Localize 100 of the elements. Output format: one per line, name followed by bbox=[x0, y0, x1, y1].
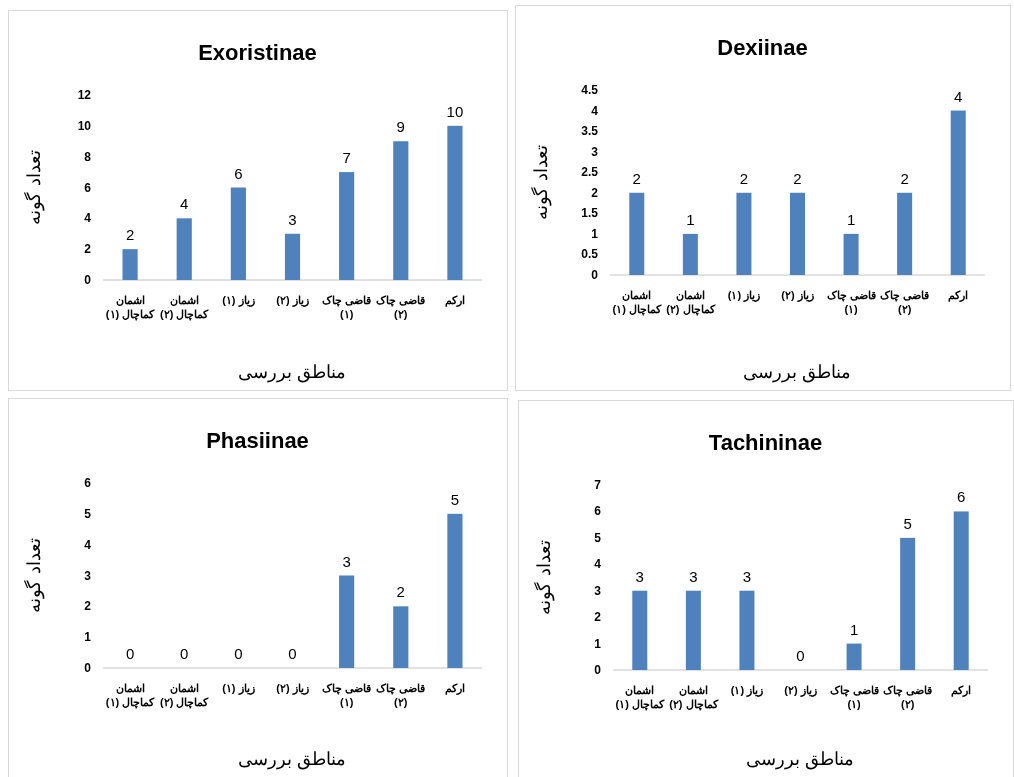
x-tick-label: اشمان کماچال (۱) bbox=[105, 682, 156, 709]
data-label: 1 bbox=[846, 210, 856, 228]
x-axis-title: مناطق بررسی bbox=[746, 749, 855, 770]
chart-title: Phasiinae bbox=[206, 428, 309, 453]
x-tick-label: زیاز (۱) bbox=[727, 289, 761, 302]
bar bbox=[682, 233, 698, 275]
x-axis-title: مناطق بررسی bbox=[238, 749, 347, 770]
data-label: 3 bbox=[689, 567, 698, 585]
bar bbox=[846, 643, 862, 670]
data-label: 2 bbox=[900, 169, 909, 187]
y-tick-label: 2 bbox=[591, 185, 599, 200]
bar bbox=[284, 233, 301, 280]
bar bbox=[685, 590, 701, 670]
y-axis-title: تعداد گونه bbox=[530, 145, 552, 220]
x-tick-label: زیاز (۲) bbox=[276, 294, 309, 307]
y-tick-label: 8 bbox=[84, 149, 92, 164]
data-label: 0 bbox=[180, 645, 189, 662]
y-tick-label: 6 bbox=[84, 476, 92, 490]
data-label: 0 bbox=[234, 645, 243, 662]
data-label: 2 bbox=[632, 169, 641, 187]
x-tick-label: ارکم bbox=[951, 684, 972, 697]
data-label: 6 bbox=[957, 488, 966, 506]
data-label: 7 bbox=[342, 149, 351, 167]
x-tick-label: قاضی چاک (۱) bbox=[826, 289, 876, 315]
y-tick-label: 4 bbox=[84, 211, 92, 226]
x-tick-label: اشمان کماچال (۱) bbox=[612, 289, 662, 316]
x-tick-label: ارکم bbox=[948, 289, 969, 302]
y-axis-title: تعداد گونه bbox=[533, 540, 555, 615]
y-tick-label: 4 bbox=[594, 557, 602, 572]
chart-title: Dexiinae bbox=[717, 35, 808, 60]
y-tick-label: 6 bbox=[84, 180, 92, 195]
bar bbox=[339, 172, 355, 280]
bar bbox=[950, 110, 966, 275]
x-tick-label: زیاز (۲) bbox=[781, 289, 814, 302]
data-label: 10 bbox=[446, 102, 464, 120]
x-axis-title: مناطق بررسی bbox=[238, 362, 347, 383]
x-tick-label: قاضی چاک (۲) bbox=[883, 684, 933, 710]
data-label: 4 bbox=[954, 87, 963, 105]
data-label: 1 bbox=[849, 620, 859, 638]
bar bbox=[122, 249, 138, 280]
y-tick-label: 5 bbox=[594, 530, 602, 545]
x-tick-label: زیاز (۱) bbox=[730, 684, 764, 697]
x-tick-label: زیاز (۱) bbox=[222, 294, 255, 307]
y-tick-label: 3.5 bbox=[581, 124, 599, 139]
bar bbox=[632, 590, 648, 670]
y-tick-label: 0 bbox=[84, 273, 92, 287]
data-label: 2 bbox=[793, 169, 802, 187]
x-axis-title: مناطق بررسی bbox=[743, 362, 852, 383]
bar bbox=[339, 575, 355, 668]
y-tick-label: 3 bbox=[84, 568, 92, 583]
chart-title: Exoristinae bbox=[198, 40, 317, 65]
bar bbox=[843, 233, 859, 275]
bar bbox=[447, 125, 463, 280]
y-tick-label: 10 bbox=[77, 118, 92, 133]
x-tick-label: اشمان کماچال (۲) bbox=[666, 289, 716, 316]
x-tick-label: قاضی چاک (۱) bbox=[829, 684, 879, 710]
data-label: 4 bbox=[180, 195, 189, 213]
x-tick-label: اشمان کماچال (۱) bbox=[615, 684, 665, 711]
data-label: 2 bbox=[396, 583, 405, 601]
bar bbox=[176, 218, 192, 280]
y-tick-label: 2.5 bbox=[581, 165, 599, 180]
data-label: 9 bbox=[396, 118, 405, 136]
x-tick-label: زیاز (۱) bbox=[222, 682, 255, 695]
x-tick-label: اشمان کماچال (۲) bbox=[160, 682, 210, 709]
data-label: 3 bbox=[342, 552, 351, 570]
chart-title: Tachininae bbox=[708, 430, 823, 455]
y-tick-label: 2 bbox=[594, 610, 602, 625]
data-label: 3 bbox=[635, 567, 644, 585]
y-tick-label: 1.5 bbox=[581, 206, 599, 221]
y-tick-label: 1 bbox=[591, 226, 599, 241]
y-tick-label: 5 bbox=[84, 506, 92, 521]
x-tick-label: قاضی چاک (۲) bbox=[376, 682, 426, 708]
x-tick-label: اشمان کماچال (۲) bbox=[669, 684, 719, 711]
x-tick-label: ارکم bbox=[444, 682, 465, 695]
bar bbox=[739, 590, 755, 670]
data-label: 3 bbox=[742, 567, 752, 585]
y-tick-label: 0 bbox=[594, 663, 602, 677]
y-axis-title: تعداد گونه bbox=[23, 150, 45, 225]
y-tick-label: 0 bbox=[591, 268, 599, 282]
bar bbox=[790, 192, 805, 275]
x-tick-label: قاضی چاک (۲) bbox=[880, 289, 930, 315]
data-label: 3 bbox=[288, 210, 297, 228]
y-tick-label: 0.5 bbox=[581, 247, 599, 262]
bar bbox=[953, 511, 969, 670]
y-tick-label: 1 bbox=[84, 630, 92, 645]
data-label: 0 bbox=[288, 645, 297, 662]
x-tick-label: قاضی چاک (۱) bbox=[322, 682, 372, 708]
data-label: 2 bbox=[125, 226, 135, 244]
y-tick-label: 7 bbox=[594, 478, 602, 492]
x-tick-label: زیاز (۲) bbox=[784, 684, 817, 697]
x-tick-label: زیاز (۲) bbox=[276, 682, 309, 695]
x-tick-label: اشمان کماچال (۲) bbox=[160, 294, 210, 321]
y-tick-label: 3 bbox=[594, 583, 602, 598]
data-label: 1 bbox=[686, 210, 695, 228]
y-tick-label: 4 bbox=[591, 103, 599, 118]
x-tick-label: اشمان کماچال (۱) bbox=[105, 294, 156, 321]
y-tick-label: 0 bbox=[84, 661, 92, 675]
y-axis-title: تعداد گونه bbox=[23, 538, 45, 613]
data-label: 5 bbox=[450, 490, 460, 508]
y-tick-label: 2 bbox=[84, 242, 92, 257]
